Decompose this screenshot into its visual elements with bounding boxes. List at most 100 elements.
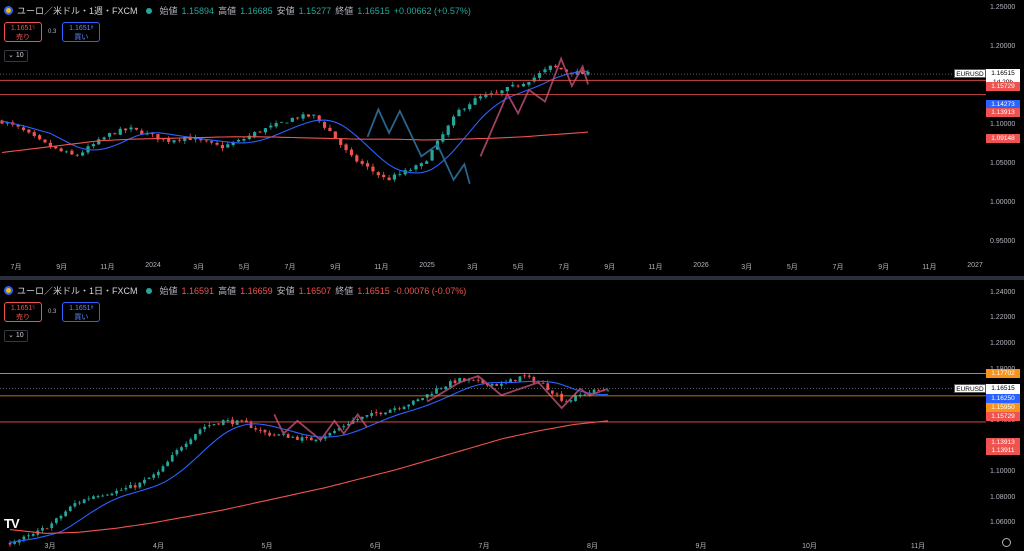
daily-price-plot[interactable] xyxy=(0,280,1024,551)
candle-body xyxy=(379,412,383,415)
candle-body xyxy=(574,395,577,402)
price-level-tag: 1.15729 xyxy=(986,82,1020,92)
open-label: 始値 xyxy=(159,286,178,296)
candle-body xyxy=(360,161,364,164)
daily-chart-pane[interactable]: ユーロ／米ドル・1日・FXCM 始値 1.16591 高値 1.16659 安値 1.… xyxy=(0,280,1024,551)
y-axis-tick: 1.10000 xyxy=(990,121,1016,129)
high-label: 高値 xyxy=(218,286,237,296)
candle-body xyxy=(328,127,332,132)
candle-body xyxy=(253,132,257,137)
x-axis-tick: 9月 xyxy=(604,264,616,271)
chart-title[interactable]: ユーロ／米ドル・1日・FXCM xyxy=(17,286,138,296)
y-axis-tick: 1.25000 xyxy=(990,3,1016,11)
candle-body xyxy=(226,144,230,148)
x-axis-tick: 7月 xyxy=(558,264,570,271)
candle-body xyxy=(365,163,370,167)
candle-body xyxy=(451,116,456,126)
x-axis-tick: 9月 xyxy=(878,264,890,271)
buy-button[interactable]: 1.1651⁸ 買い xyxy=(62,302,101,322)
open-label: 始値 xyxy=(159,6,178,16)
candle-body xyxy=(509,379,513,383)
low-label: 安値 xyxy=(276,286,295,296)
candle-body xyxy=(140,130,144,135)
tradingview-logo-icon[interactable]: TV xyxy=(4,516,20,531)
candle-body xyxy=(523,375,526,377)
x-axis-tick: 3月 xyxy=(193,264,205,271)
candle-body xyxy=(59,515,63,519)
candle-body xyxy=(555,393,559,395)
candle-body xyxy=(581,70,585,75)
candle-body xyxy=(73,503,77,507)
candle-body xyxy=(150,133,155,135)
candle-body xyxy=(231,142,235,145)
candle-body xyxy=(81,152,85,156)
candle-body xyxy=(277,434,281,436)
candle-body xyxy=(414,165,418,170)
price-level-tag: 1.15729 xyxy=(986,411,1020,421)
x-axis-tick: 9月 xyxy=(695,543,707,550)
candle-body xyxy=(606,390,610,392)
sell-button[interactable]: 1.1651⁵ 売り xyxy=(4,22,42,42)
market-open-icon xyxy=(145,7,152,14)
candle-body xyxy=(38,135,42,140)
x-axis-tick: 5月 xyxy=(512,264,524,271)
candle-body xyxy=(473,98,477,105)
candle-body xyxy=(333,430,336,434)
candle-body xyxy=(559,67,563,70)
settings-icon[interactable] xyxy=(1002,538,1011,547)
x-axis-tick: 2024 xyxy=(145,262,161,269)
candle-body xyxy=(306,114,311,117)
pane-divider[interactable] xyxy=(0,276,1024,280)
price-level-tag: 1.16250 xyxy=(986,394,1020,403)
candle-body xyxy=(481,379,485,384)
candle-body xyxy=(107,133,112,137)
candle-body xyxy=(172,140,176,143)
candle-body xyxy=(546,383,550,390)
candle-body xyxy=(365,415,369,417)
candle-body xyxy=(532,377,536,383)
candle-body xyxy=(105,494,109,496)
x-axis-tick: 6月 xyxy=(370,543,381,550)
candle-body xyxy=(75,154,79,156)
indicator-toggle[interactable]: ⌄ 10 xyxy=(4,330,28,342)
y-axis-tick: 1.05000 xyxy=(990,160,1016,168)
candle-body xyxy=(592,389,596,394)
candle-body xyxy=(388,409,392,413)
candle-body xyxy=(177,139,182,141)
candle-body xyxy=(521,83,526,87)
market-open-icon xyxy=(145,287,152,294)
sell-button[interactable]: 1.1651⁵ 売り xyxy=(4,302,42,322)
candle-body xyxy=(322,121,327,128)
candle-body xyxy=(221,420,225,425)
spread-value: 0.3 xyxy=(48,29,57,35)
low-label: 安値 xyxy=(276,6,295,16)
candle-body xyxy=(430,393,434,395)
candle-body xyxy=(226,420,230,421)
candle-body xyxy=(268,432,271,436)
candle-body xyxy=(194,434,197,440)
candle-body xyxy=(263,429,267,433)
symbol-icon xyxy=(4,286,13,295)
candle-body xyxy=(156,134,160,140)
weekly-price-plot[interactable] xyxy=(0,0,1024,276)
x-axis-tick: 2025 xyxy=(419,262,435,269)
candle-body xyxy=(462,108,466,110)
candle-body xyxy=(27,535,30,537)
ma-slow-line xyxy=(1,131,589,154)
indicator-toggle[interactable]: ⌄ 10 xyxy=(4,50,28,62)
candle-body xyxy=(48,142,52,148)
candle-body xyxy=(167,138,171,142)
weekly-chart-pane[interactable]: ユーロ／米ドル・1週・FXCM 始値 1.15894 高値 1.16685 安値 1.… xyxy=(0,0,1024,276)
candle-body xyxy=(236,139,241,142)
candle-body xyxy=(184,443,188,448)
candle-body xyxy=(189,439,193,445)
candle-body xyxy=(376,172,380,176)
price-level-tag: 1.15950 xyxy=(986,402,1020,412)
chart-title[interactable]: ユーロ／米ドル・1週・FXCM xyxy=(17,6,138,16)
candle-body xyxy=(575,71,579,75)
candle-body xyxy=(449,381,452,388)
buy-button[interactable]: 1.1651⁸ 買い xyxy=(62,22,101,42)
candle-body xyxy=(215,142,219,145)
candle-body xyxy=(586,71,590,75)
candle-body xyxy=(175,450,179,455)
